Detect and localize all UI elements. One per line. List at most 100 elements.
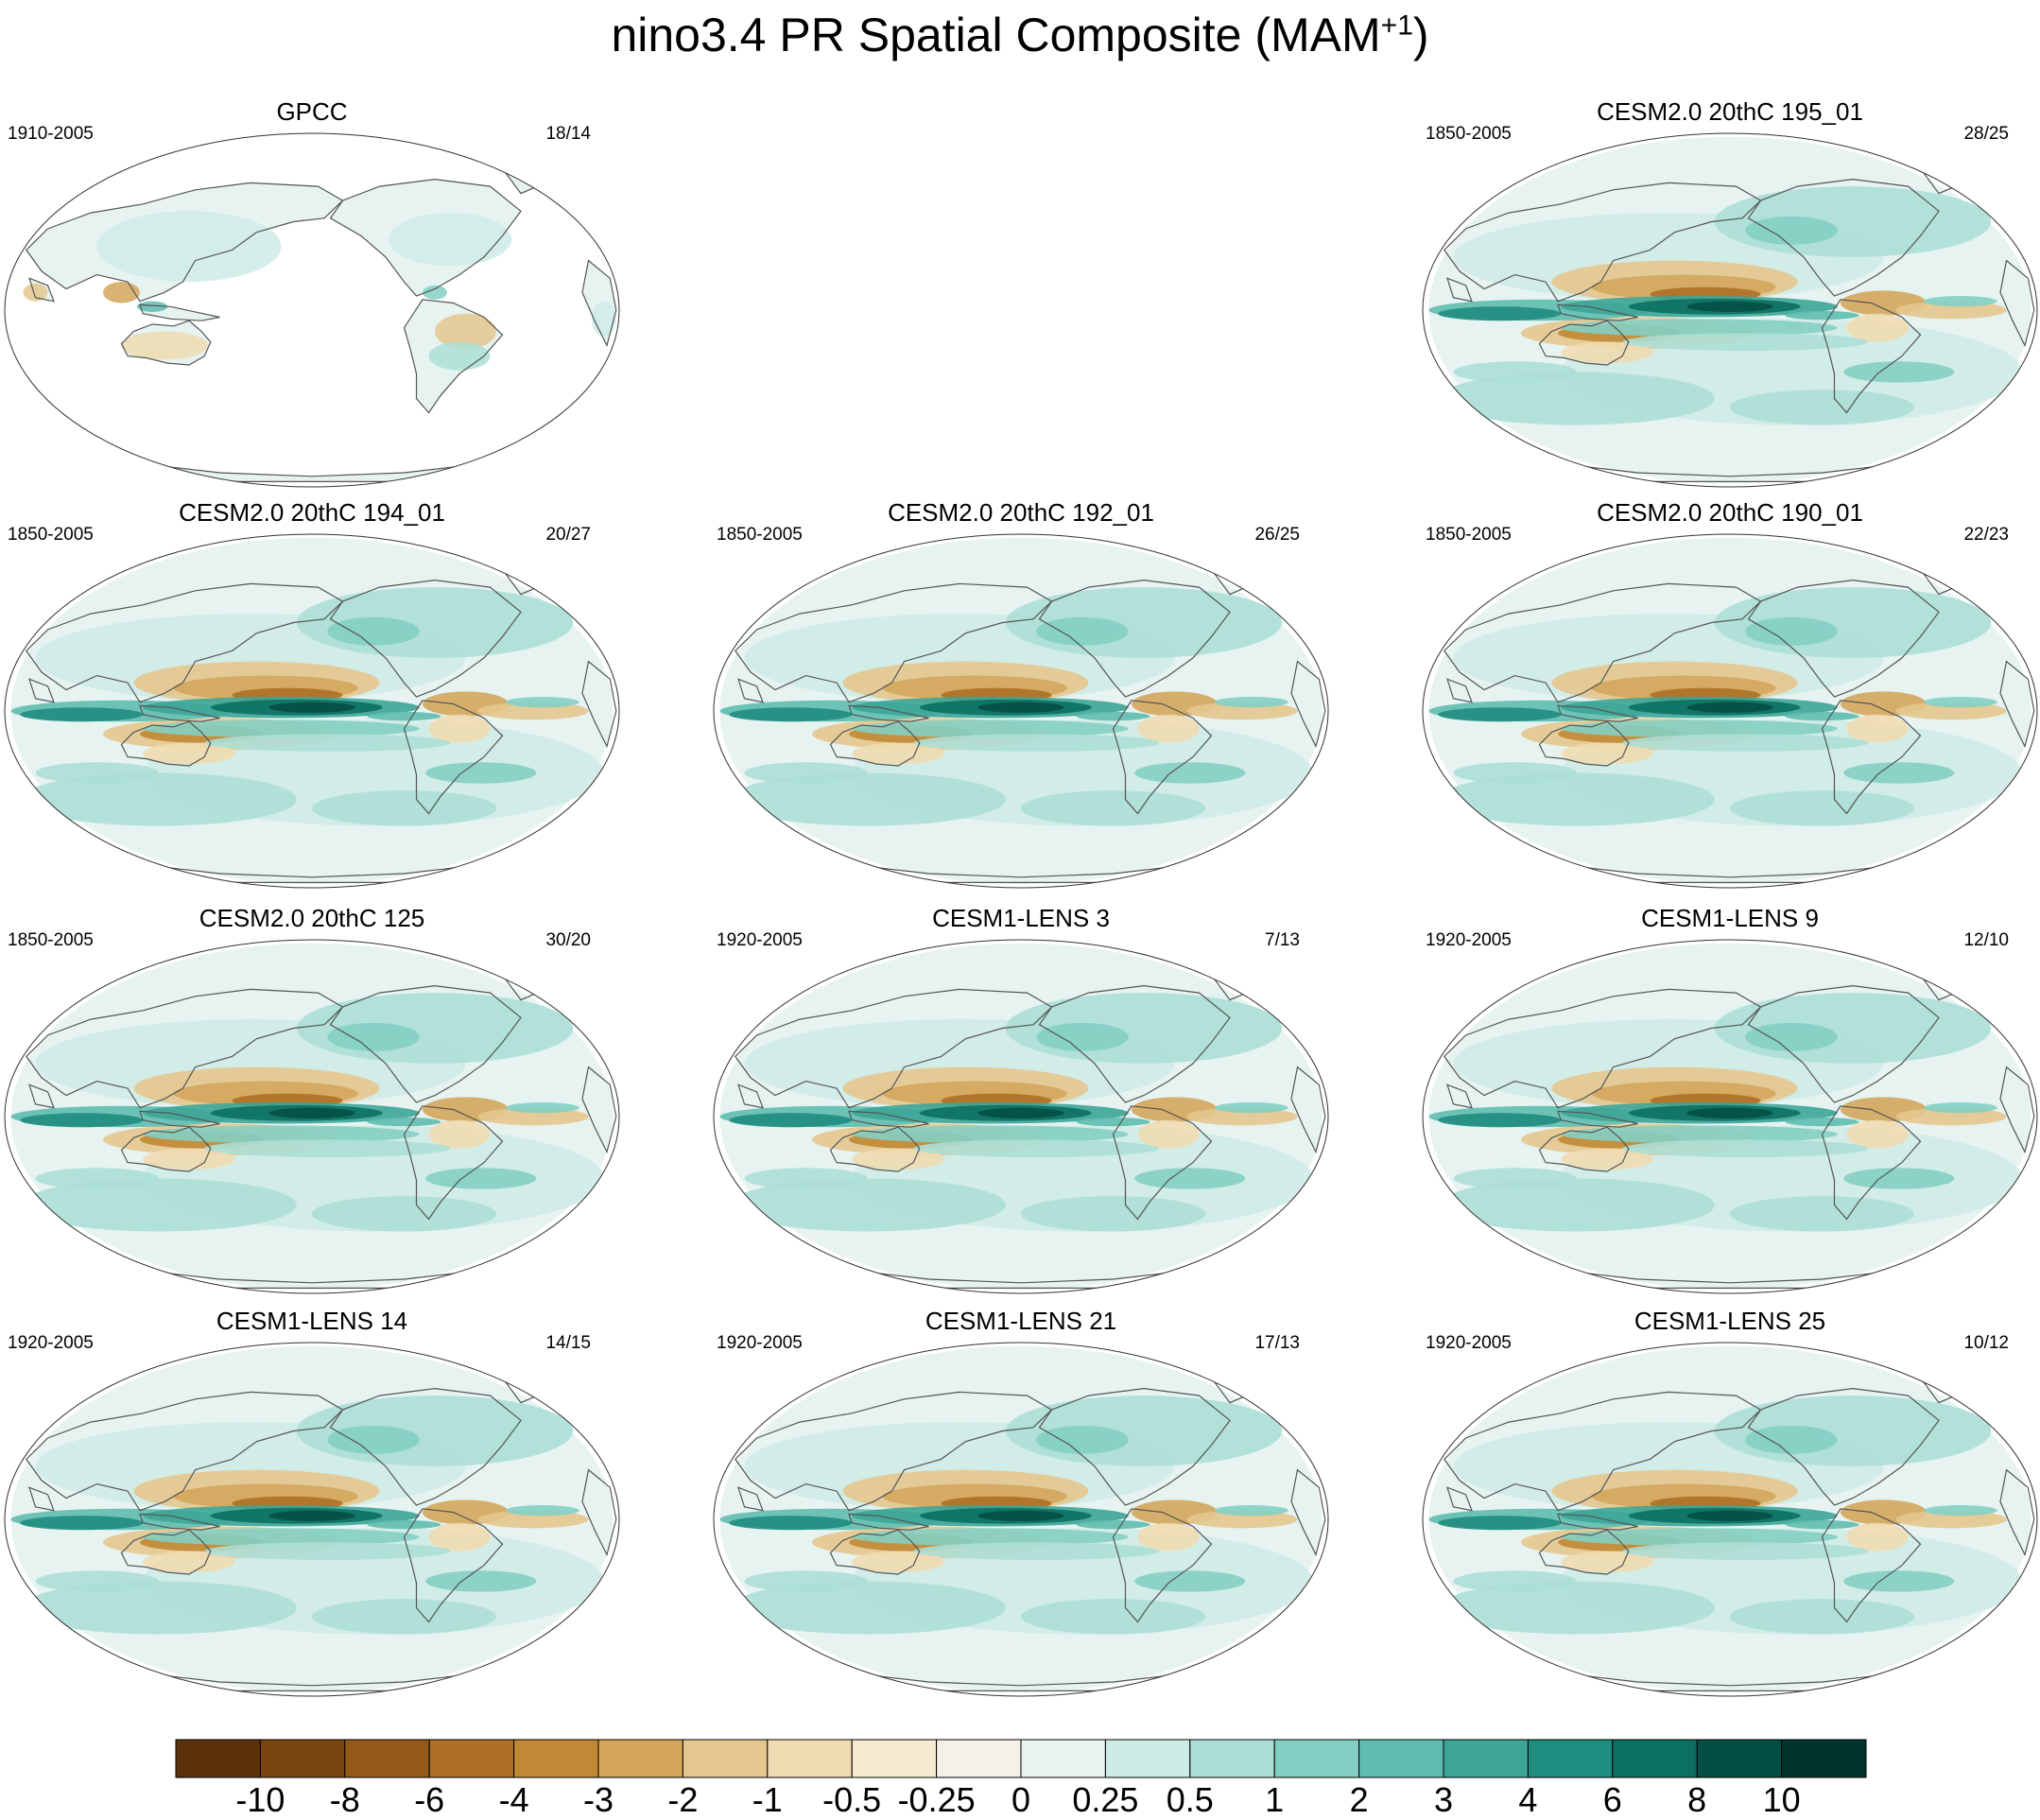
anomaly-patch [1214,697,1288,708]
anomaly-patch [1438,1178,1715,1232]
anomaly-patch [852,1125,1129,1144]
coastline-indonesia [1557,1110,1638,1128]
coastline-antarctica [836,1671,1206,1691]
panel-title: CESM1-LENS 9 [1641,904,1819,932]
anomaly-patch [1438,1113,1562,1128]
anomaly-patch [1730,790,1914,826]
panel-event-count: 18/14 [545,124,591,144]
anomaly-patch [327,616,420,646]
coastline-india [737,1083,764,1109]
anomaly-patch [729,1581,1006,1635]
colorbar-tick-label: -0.5 [822,1780,881,1815]
coastline-northAmerica [1747,984,1940,1103]
anomaly-patch [428,714,491,743]
anomaly-patch [729,707,853,722]
land-fill-antarctica [128,461,496,482]
anomaly-patch [20,707,144,722]
anomaly-patch [1438,707,1562,722]
coastline-africa [581,660,617,749]
colorbar-tick-label: 10 [1763,1780,1801,1815]
anomaly-patch [20,772,297,826]
anomaly-patch [1134,1168,1246,1189]
panel-lens21: CESM1-LENS 21 1920-2005 17/13 [709,1307,1333,1704]
panel-lens14: CESM1-LENS 14 1920-2005 14/15 [0,1307,624,1704]
panel-event-count: 14/15 [545,1333,591,1353]
coastline-northAmerica [1747,579,1940,698]
coastline-southAmerica [403,1508,504,1623]
anomaly-patch [367,711,441,721]
coastline-southAmerica [1112,700,1213,815]
anomaly-patch [977,702,1064,713]
coastline-australia [829,720,921,767]
panel-event-count: 17/13 [1254,1333,1300,1353]
coastline-africa [1999,1066,2035,1154]
anomaly-patch [852,742,944,765]
colorbar-tick-label: -0.25 [898,1780,976,1815]
coastline-asia [1444,1391,1762,1512]
anomaly-patch [1214,1505,1288,1517]
colorbar-swatch [513,1739,599,1778]
coastline-northAmerica [1038,579,1231,698]
anomaly-patch [1785,310,1859,321]
coastline-asia [26,182,344,303]
panel-event-count: 22/23 [1963,525,2009,545]
anomaly-patch [1438,1516,1562,1531]
anomaly-patch [1745,216,1838,245]
anomaly-patch [1561,341,1653,364]
anomaly-patch [1622,333,1869,352]
anomaly-patch [35,1570,159,1592]
colorbar-tick-label: -4 [499,1780,529,1815]
colorbar-tick-label: 6 [1603,1780,1622,1815]
coastline-asia [735,988,1053,1109]
map-field [714,1343,1328,1696]
anomaly-patch [423,285,447,300]
anomaly-patch [1923,296,1997,307]
anomaly-patch [505,1505,579,1517]
anomaly-patch [977,1107,1064,1118]
anomaly-patch [1036,1022,1129,1051]
coastline-southAmerica [1821,700,1922,815]
anomaly-patch [1785,1117,1859,1127]
anomaly-patch [1843,762,1955,784]
panel-title: CESM1-LENS 14 [216,1307,408,1335]
panel-period: 1920-2005 [8,1333,94,1353]
colorbar-tick-label: -3 [583,1780,614,1815]
panel-event-count: 20/27 [545,525,591,545]
map-cesm2-192 [713,533,1329,889]
anomaly-patch [852,719,1129,738]
coastline-northAmerica [1747,1387,1940,1506]
coastline-indonesia [1557,1513,1638,1531]
map-outline [1422,533,2038,889]
panel-cesm2-190: CESM2.0 20thC 190_01 1850-2005 22/23 [1418,498,2040,895]
coastline-indonesia [139,303,220,321]
coastline-asia [26,988,344,1109]
coastline-africa [581,1066,617,1154]
coastline-india [28,678,55,703]
map-field [5,940,619,1293]
anomaly-patch [1036,616,1129,646]
map-outline [4,939,620,1294]
coastline-antarctica [127,1671,497,1691]
map-field [5,133,619,487]
anomaly-patch [1453,1570,1577,1592]
coastline-asia [26,1391,344,1512]
anomaly-patch [1843,361,1955,383]
map-field [714,534,1328,888]
anomaly-patch [121,331,208,360]
map-field [714,940,1328,1293]
coastline-indonesia [848,704,929,722]
panel-cesm2-194: CESM2.0 20thC 194_01 1850-2005 20/27 [0,498,624,895]
map-outline [713,1342,1329,1697]
coastline-antarctica [1545,1268,1915,1289]
anomaly-patch [729,1113,853,1128]
anomaly-patch [1730,1599,1914,1635]
coastline-africa [581,1468,617,1557]
coastline-northAmerica [1038,984,1231,1103]
anomaly-patch [1622,1542,1869,1561]
coastline-africa [1290,1468,1326,1557]
coastline-northAmerica [1038,1387,1231,1506]
map-lens9 [1422,939,2038,1294]
panel-title: CESM2.0 20thC 195_01 [1597,97,1863,126]
map-cesm2-194 [4,533,620,889]
anomaly-patch [852,1528,1129,1547]
